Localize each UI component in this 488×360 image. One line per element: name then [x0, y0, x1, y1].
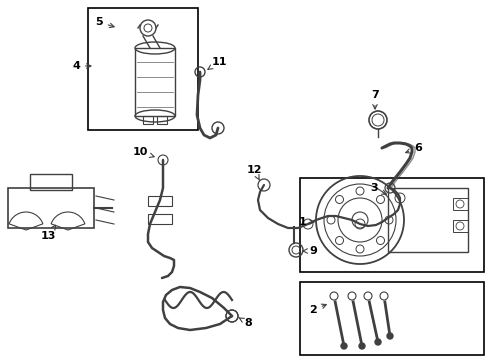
Bar: [387, 188, 467, 252]
Circle shape: [347, 292, 355, 300]
Bar: [142, 116, 153, 124]
Text: 4: 4: [72, 61, 91, 71]
Bar: [148, 214, 172, 224]
Bar: [452, 220, 467, 232]
Text: 8: 8: [239, 318, 251, 328]
Circle shape: [374, 339, 380, 345]
Text: 9: 9: [302, 246, 316, 256]
Text: 3: 3: [369, 183, 386, 194]
Bar: [299, 178, 483, 272]
Text: 5: 5: [95, 17, 114, 28]
Bar: [135, 48, 175, 116]
Text: 1: 1: [299, 217, 313, 227]
Text: 6: 6: [405, 143, 421, 153]
Circle shape: [379, 292, 387, 300]
Bar: [148, 196, 172, 206]
Bar: [299, 282, 483, 355]
Bar: [30, 174, 72, 190]
Text: 2: 2: [308, 304, 325, 315]
Circle shape: [386, 333, 392, 339]
Text: 11: 11: [207, 57, 226, 69]
Bar: [157, 116, 167, 124]
Bar: [8, 188, 94, 228]
Text: 12: 12: [246, 165, 261, 180]
Circle shape: [340, 343, 346, 349]
Circle shape: [329, 292, 337, 300]
Circle shape: [358, 343, 364, 349]
Text: 13: 13: [40, 225, 56, 241]
Text: 7: 7: [370, 90, 378, 109]
Bar: [452, 198, 467, 210]
Bar: [88, 8, 198, 130]
Text: 10: 10: [132, 147, 154, 157]
Circle shape: [363, 292, 371, 300]
